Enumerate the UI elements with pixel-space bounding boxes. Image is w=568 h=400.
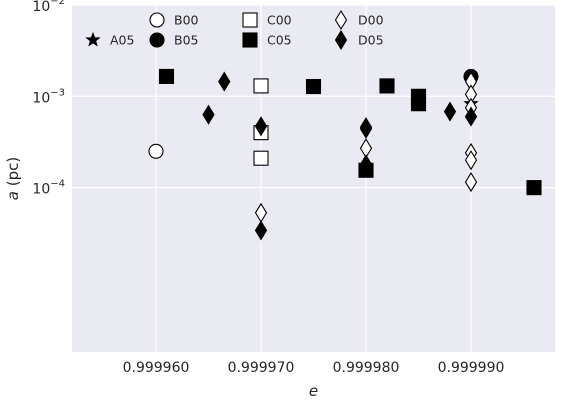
- grid-lines: [72, 4, 555, 352]
- point-c05: [410, 96, 427, 112]
- y-axis-label-symbol: a: [4, 191, 22, 200]
- x-tick-label: 0.999980: [333, 360, 400, 376]
- legend-label-d05: D05: [358, 33, 384, 48]
- x-axis-label: e: [309, 382, 318, 400]
- legend-label-b05: B05: [174, 33, 198, 48]
- point-d00: [464, 150, 478, 171]
- point-d05: [443, 101, 457, 122]
- point-c05: [158, 68, 175, 85]
- legend-marker-d00: [334, 9, 348, 31]
- legend-label-b00: B00: [174, 13, 199, 28]
- point-c00: [253, 150, 269, 166]
- y-tick-label: 10−4: [32, 179, 65, 198]
- point-d05: [359, 154, 373, 175]
- x-tick-labels: 0.999960 0.999970 0.999980 0.999990: [123, 360, 505, 376]
- legend-marker-b05: [149, 32, 165, 48]
- x-tick-label: 0.999960: [123, 360, 190, 376]
- point-d05: [254, 116, 268, 137]
- legend-label-d00: D00: [358, 13, 384, 28]
- plot-background: [72, 5, 555, 352]
- legend-label-c00: C00: [267, 13, 292, 28]
- legend-marker-c05: [242, 32, 258, 48]
- point-c05: [379, 78, 395, 94]
- legend-marker-a05: [85, 31, 101, 47]
- legend-marker-c00: [242, 12, 258, 28]
- point-d00: [464, 172, 478, 193]
- x-tick-label: 0.999990: [438, 360, 505, 376]
- legend-label-c05: C05: [267, 33, 292, 48]
- y-tick-label: 10−3: [32, 87, 65, 106]
- y-axis-label: a (pc): [4, 157, 22, 200]
- y-axis-label-unit: (pc): [4, 157, 22, 191]
- point-d05: [254, 220, 268, 241]
- point-d05: [359, 118, 373, 139]
- legend: A05 B00 B05 C00 C05 D00 D05: [85, 9, 384, 51]
- point-c05: [526, 180, 542, 196]
- legend-marker-d05: [334, 29, 348, 51]
- point-d05: [464, 106, 478, 127]
- point-d05: [202, 104, 215, 125]
- point-c05: [305, 78, 322, 95]
- y-tick-label: 10−2: [32, 0, 65, 15]
- x-tick-label: 0.999970: [228, 360, 295, 376]
- point-b00: [148, 143, 164, 159]
- legend-label-a05: A05: [110, 33, 134, 48]
- data-points: [148, 68, 542, 241]
- point-c00: [253, 78, 269, 94]
- point-d05: [218, 71, 231, 92]
- legend-marker-b00: [149, 12, 165, 28]
- y-tick-labels: 10−4 10−3 10−2: [32, 0, 65, 198]
